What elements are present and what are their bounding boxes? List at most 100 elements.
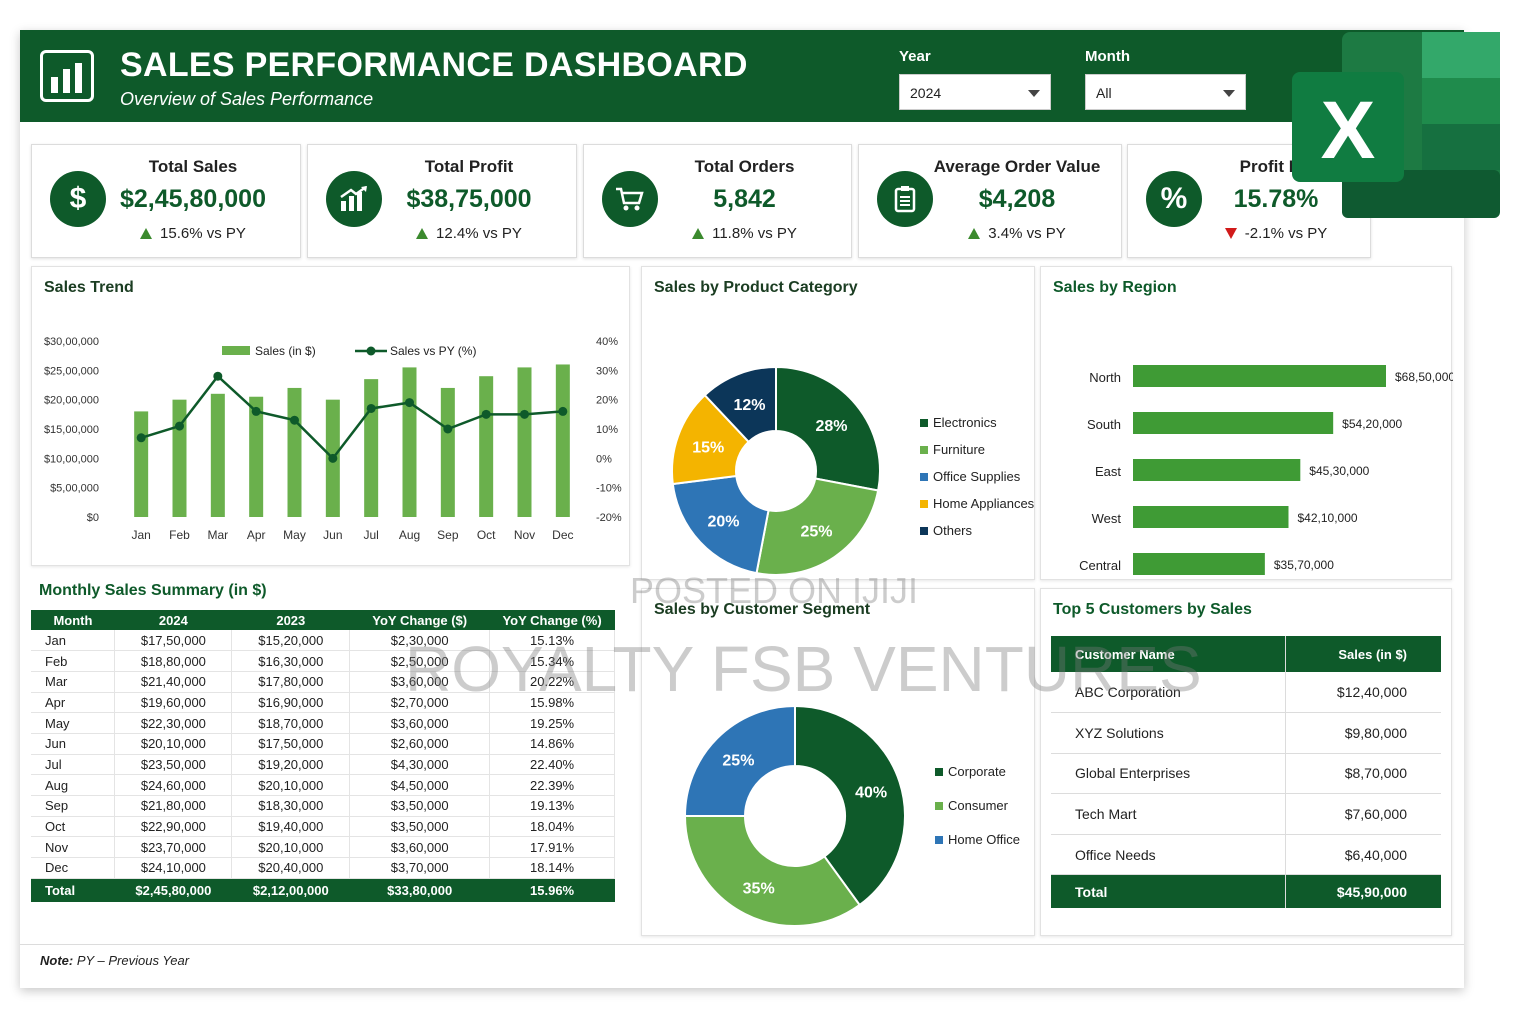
y-tick-label: $20,00,000 (44, 395, 99, 407)
table-row: XYZ Solutions $9,80,000 (1051, 712, 1441, 754)
table-cell: 18.14% (489, 857, 615, 879)
legend-label: Corporate (948, 764, 1006, 779)
table-row: Nov $23,70,000 $20,10,000 $3,60,000 17.91% (31, 836, 615, 859)
x-tick-label: Mar (207, 528, 228, 542)
sales-trend-chart: $0 $5,00,000 $10,00,000 $15,00,000 $20,00,00… (44, 336, 622, 542)
column-header: 2023 (231, 610, 350, 630)
sales-vs-py-point (520, 409, 529, 419)
table-row: Aug $24,60,000 $20,10,000 $4,50,000 22.39% (31, 774, 615, 796)
table-header-row: Customer Name Sales (in $) (1051, 636, 1441, 672)
table-total-row: Total $45,90,000 (1051, 874, 1441, 908)
region-label: Central (1079, 558, 1121, 573)
sales-vs-py-point (558, 406, 568, 416)
table-cell: Feb (31, 650, 116, 672)
sales-vs-py-point (481, 409, 491, 419)
y-tick-label: $10,00,000 (44, 453, 99, 465)
table-cell: $21,80,000 (114, 795, 233, 817)
table-row: Jun $20,10,000 $17,50,000 $2,60,000 14.86% (31, 733, 615, 755)
x-tick-label: Jun (323, 528, 342, 542)
sales-bar (555, 364, 570, 517)
sales-bar (134, 411, 149, 517)
column-header: Month (31, 610, 115, 630)
table-row: Feb $18,80,000 $16,30,000 $2,50,000 15.34% (31, 650, 615, 672)
sales-bar (249, 396, 264, 517)
table-cell: ABC Corporation (1051, 672, 1286, 714)
table-cell: Nov (31, 836, 116, 859)
table-cell: 20.22% (489, 671, 615, 693)
table-cell: $16,30,000 (231, 650, 351, 672)
table-cell: 19.13% (489, 795, 615, 817)
year-dropdown[interactable]: 2024 (899, 74, 1051, 110)
table-cell: 19.25% (489, 712, 615, 734)
region-bar (1133, 553, 1265, 575)
kpi-value: $38,75,000 (406, 185, 532, 213)
table-row: Dec $24,10,000 $20,40,000 $3,70,000 18.14% (31, 857, 615, 879)
kpi-value: 5,842 (713, 185, 776, 213)
kpi-label: Total Orders (694, 157, 795, 176)
table-cell: Aug (31, 774, 116, 796)
legend-swatch (920, 446, 928, 454)
table-cell: $4,50,000 (349, 774, 491, 796)
kpi-change: 11.8% vs PY (584, 225, 851, 242)
y-tick-label: $30,00,000 (44, 336, 99, 348)
kpi-card-total-profit: Total Profit $38,75,000 12.4% vs PY (307, 144, 577, 258)
region-label: South (1087, 417, 1121, 432)
legend-swatch (920, 527, 928, 535)
kpi-label: Total Sales (148, 157, 238, 176)
panel-title: Sales by Region (1053, 279, 1177, 296)
column-header: 2024 (114, 610, 232, 630)
triangle-down-icon (1224, 228, 1237, 239)
dashboard-header: SALES PERFORMANCE DASHBOARD Overview of … (20, 30, 1464, 122)
table-cell: 15.96% (489, 878, 615, 903)
y-tick-label: $15,00,000 (44, 424, 99, 436)
month-filter-label: Month (1085, 48, 1130, 65)
top-customers-table: Customer Name Sales (in $) ABC Corporati… (1051, 636, 1441, 908)
table-row: ABC Corporation $12,40,000 (1051, 672, 1441, 714)
table-cell: Total (31, 878, 115, 903)
region-value-label: $54,20,000 (1342, 417, 1402, 431)
y2-tick-label: -20% (596, 512, 622, 524)
sales-bar (287, 387, 302, 517)
sales-bar (479, 376, 494, 517)
column-header: YoY Change (%) (489, 610, 615, 630)
x-tick-label: Feb (169, 528, 190, 542)
percent-icon: % (1146, 171, 1202, 227)
table-cell: $6,40,000 (1285, 834, 1441, 876)
table-cell: 18.04% (489, 816, 615, 838)
monthly-summary-table: Month 2024 2023 YoY Change ($) YoY Change (%… (31, 610, 615, 903)
kpi-card-average-order-value: Average Order Value $4,208 3.4% vs PY (858, 144, 1122, 258)
sales-vs-py-point (328, 453, 338, 463)
table-cell: $19,60,000 (114, 692, 233, 714)
table-row: Apr $19,60,000 $16,90,000 $2,70,000 15.98% (31, 692, 615, 714)
table-cell: $19,20,000 (231, 754, 351, 776)
kpi-change: 15.6% vs PY (32, 225, 300, 242)
month-dropdown[interactable]: All (1085, 74, 1246, 110)
column-header: Customer Name (1051, 636, 1286, 672)
region-panel: Sales by Region North $68,50,000 South $54,… (1040, 266, 1453, 580)
table-row: Office Needs $6,40,000 (1051, 834, 1441, 876)
table-cell: $23,70,000 (114, 836, 233, 859)
segment-donut-chart: 40% 35% 25% Corporate Consumer Home Office (683, 704, 1020, 927)
sales-bar (210, 393, 225, 517)
table-cell: $17,50,000 (231, 733, 351, 755)
donut-slice (703, 365, 777, 444)
table-cell: $2,12,00,000 (231, 878, 350, 903)
table-cell: $3,60,000 (349, 836, 491, 859)
category-panel: Sales by Product Category 28% 25% 20% 15% 12… (641, 266, 1035, 580)
table-cell: $23,50,000 (114, 754, 233, 776)
region-bar (1133, 459, 1301, 481)
table-cell: $2,70,000 (349, 692, 491, 714)
kpi-change: 12.4% vs PY (308, 225, 576, 242)
table-cell: $22,90,000 (114, 816, 233, 838)
region-bar (1133, 365, 1386, 387)
month-dropdown-value: All (1096, 85, 1112, 101)
table-cell: $16,90,000 (231, 692, 351, 714)
slice-label: 20% (707, 513, 739, 530)
table-cell: May (31, 712, 116, 734)
table-cell: $3,60,000 (349, 671, 491, 693)
legend-swatch-bar (222, 346, 250, 355)
panel-title: Sales by Customer Segment (654, 601, 871, 618)
legend-swatch (935, 836, 943, 844)
y-tick-label: $5,00,000 (50, 483, 99, 495)
table-cell: Sep (31, 795, 116, 817)
